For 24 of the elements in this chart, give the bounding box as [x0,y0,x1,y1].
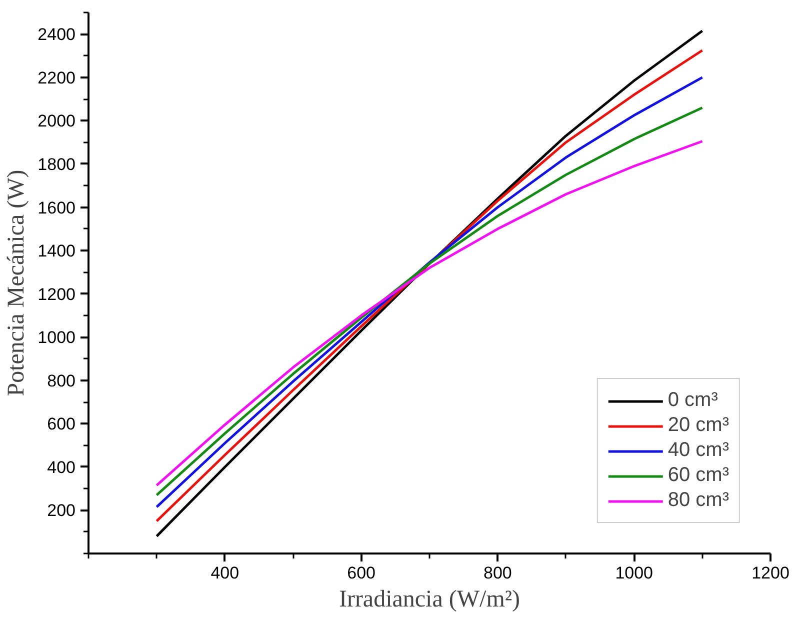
legend-label: 20 cm³ [668,414,729,437]
y-tick-label: 1200 [38,284,76,304]
y-tick-label: 400 [47,458,76,477]
x-axis-title: Irradiancia (W/m²) [338,586,520,612]
x-tick-label: 1000 [615,564,654,582]
y-tick-label: 1000 [38,328,76,348]
y-axis-title: Potencia Mecánica (W) [4,170,30,396]
y-tick-label: 600 [47,414,76,434]
y-tick-label: 1600 [38,198,76,218]
y-tick-label: 2200 [38,68,76,88]
y-tick-label: 200 [47,501,76,520]
legend-label: 40 cm³ [668,439,729,462]
y-tick-label: 1400 [38,242,76,261]
y-tick-label: 2000 [38,112,76,131]
y-tick-label: 2400 [38,25,76,44]
legend-label: 0 cm³ [668,389,718,412]
x-tick-label: 1200 [752,564,790,582]
x-tick-label: 600 [347,564,376,582]
y-tick-label: 800 [47,371,76,390]
y-tick-label: 1800 [38,154,76,174]
legend-label: 60 cm³ [668,464,729,487]
x-tick-label: 800 [484,564,512,582]
x-tick-label: 400 [210,564,240,582]
legend-label: 80 cm³ [668,489,729,512]
